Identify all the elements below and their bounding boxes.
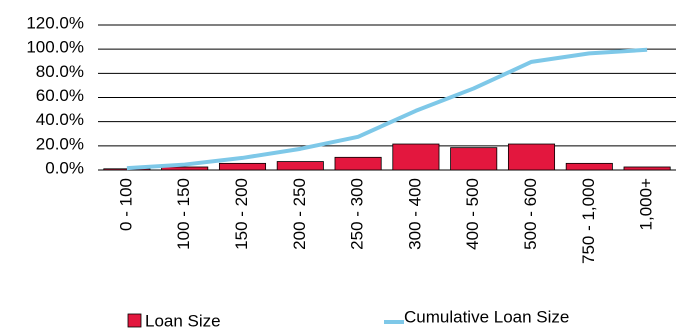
x-tick-label: 750 - 1,000 [579, 178, 598, 264]
bar [218, 162, 267, 171]
x-tick-label: 1,000+ [637, 178, 656, 231]
x-tick-label: 0 - 100 [116, 178, 135, 231]
x-tick-label: 100 - 150 [174, 178, 193, 250]
legend: Loan Size Cumulative Loan Size [127, 307, 569, 330]
y-tick-label: 0.0% [45, 158, 84, 177]
y-axis-tick-labels: 0.0% 20.0% 40.0% 60.0% 80.0% 100.0% 120.0% [26, 13, 84, 177]
x-tick-label: 500 - 600 [521, 178, 540, 250]
bar [392, 143, 440, 171]
bar [565, 162, 613, 171]
y-tick-label: 60.0% [36, 86, 84, 105]
bar [507, 143, 556, 171]
legend-label-loan-size: Loan Size [145, 311, 221, 330]
bar [623, 166, 671, 171]
bar-series [103, 143, 671, 171]
x-tick-label: 300 - 400 [405, 178, 424, 250]
cumulative-line [126, 47, 648, 171]
x-tick-label: 150 - 200 [232, 178, 251, 250]
x-axis-tick-labels: 0 - 100 100 - 150 150 - 200 200 - 250 250 - … [116, 178, 655, 264]
y-tick-label: 120.0% [26, 13, 84, 32]
bar [103, 168, 151, 171]
y-tick-label: 40.0% [36, 110, 84, 129]
bar [450, 147, 498, 171]
x-tick-label: 200 - 250 [290, 178, 309, 250]
gridlines [98, 24, 676, 171]
line-series [126, 47, 648, 171]
y-tick-label: 20.0% [36, 134, 84, 153]
bar [334, 156, 382, 171]
bar [161, 166, 209, 171]
x-tick-label: 400 - 500 [463, 178, 482, 250]
x-tick-label: 250 - 300 [348, 178, 367, 250]
y-tick-label: 80.0% [36, 62, 84, 81]
legend-swatch-loan-size [127, 313, 142, 328]
y-tick-label: 100.0% [26, 38, 84, 57]
bar [276, 161, 324, 171]
legend-label-cumulative-loan-size: Cumulative Loan Size [404, 307, 569, 326]
